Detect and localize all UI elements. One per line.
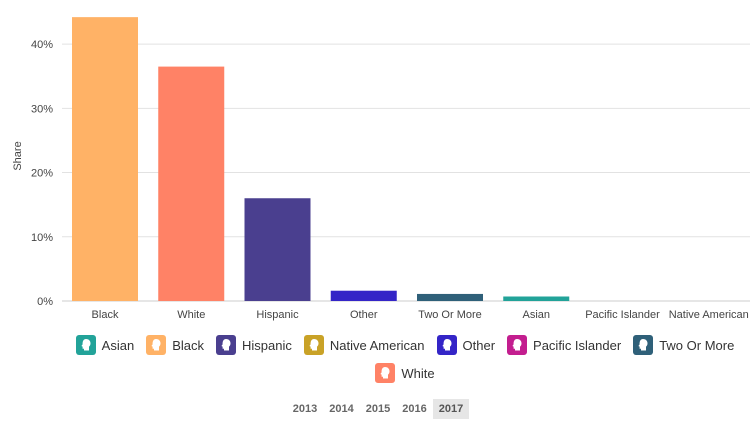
person-head-icon — [303, 335, 324, 355]
person-head-icon — [146, 335, 167, 355]
y-tick-label: 0% — [37, 296, 53, 308]
bar-asian — [503, 296, 570, 301]
x-tick-label: Hispanic — [256, 309, 299, 321]
legend-item-asian[interactable]: Asian — [75, 334, 135, 356]
bar-black — [72, 17, 138, 301]
person-head-icon — [436, 335, 457, 355]
year-selector: 2013 2014 2015 2016 2017 — [0, 399, 756, 419]
legend-item-pacific-islander[interactable]: Pacific Islander — [507, 334, 621, 356]
person-head-icon — [633, 335, 654, 355]
legend-item-white[interactable]: White — [375, 362, 435, 384]
bar-white — [158, 66, 225, 301]
person-head-icon — [75, 335, 96, 355]
legend-label: Asian — [101, 337, 135, 353]
x-tick-label: Pacific Islander — [585, 309, 660, 321]
legend-label: White — [401, 365, 435, 381]
year-button-2014[interactable]: 2014 — [329, 403, 354, 415]
bar-other — [330, 290, 397, 301]
y-tick-label: 10% — [31, 232, 53, 244]
x-tick-label: Black — [92, 309, 119, 321]
y-axis-label: Share — [12, 141, 24, 170]
y-tick-label: 30% — [31, 103, 53, 115]
y-tick-label: 20% — [31, 168, 53, 180]
person-head-icon — [216, 335, 236, 355]
legend-label: Two Or More — [659, 337, 735, 353]
year-button-2013[interactable]: 2013 — [292, 403, 318, 415]
legend-label: Pacific Islander — [533, 337, 622, 353]
bar-hispanic — [244, 198, 311, 301]
person-head-icon — [375, 363, 396, 383]
legend-item-two-or-more[interactable]: Two Or More — [633, 334, 734, 356]
legend-item-other[interactable]: Other — [436, 334, 496, 356]
legend-item-black[interactable]: Black — [146, 334, 204, 356]
bar-two-or-more — [417, 293, 483, 301]
x-tick-label: Native American — [669, 309, 749, 321]
person-head-icon — [507, 335, 528, 355]
bar-chart: 0% 10% 20% 30% 40% Share Black White Hispanic Oth… — [12, 17, 750, 321]
x-tick-label: White — [177, 309, 205, 321]
chart-legend: Asian Black Hispanic Native American Other Pa… — [60, 334, 750, 384]
x-tick-label: Asian — [522, 309, 550, 321]
x-tick-label: Two Or More — [418, 309, 482, 321]
legend-label: Black — [172, 337, 204, 353]
year-button-2015[interactable]: 2015 — [365, 403, 391, 415]
legend-label: Hispanic — [242, 337, 292, 353]
legend-label: Native American — [329, 337, 425, 353]
legend-item-hispanic[interactable]: Hispanic — [216, 334, 292, 356]
year-button-2016[interactable]: 2016 — [402, 403, 427, 415]
year-button-2017[interactable]: 2017 — [432, 399, 470, 419]
y-tick-label: 40% — [31, 39, 53, 51]
legend-item-native-american[interactable]: Native American — [303, 334, 425, 356]
x-tick-label: Other — [350, 309, 378, 321]
legend-label: Other — [462, 337, 496, 353]
